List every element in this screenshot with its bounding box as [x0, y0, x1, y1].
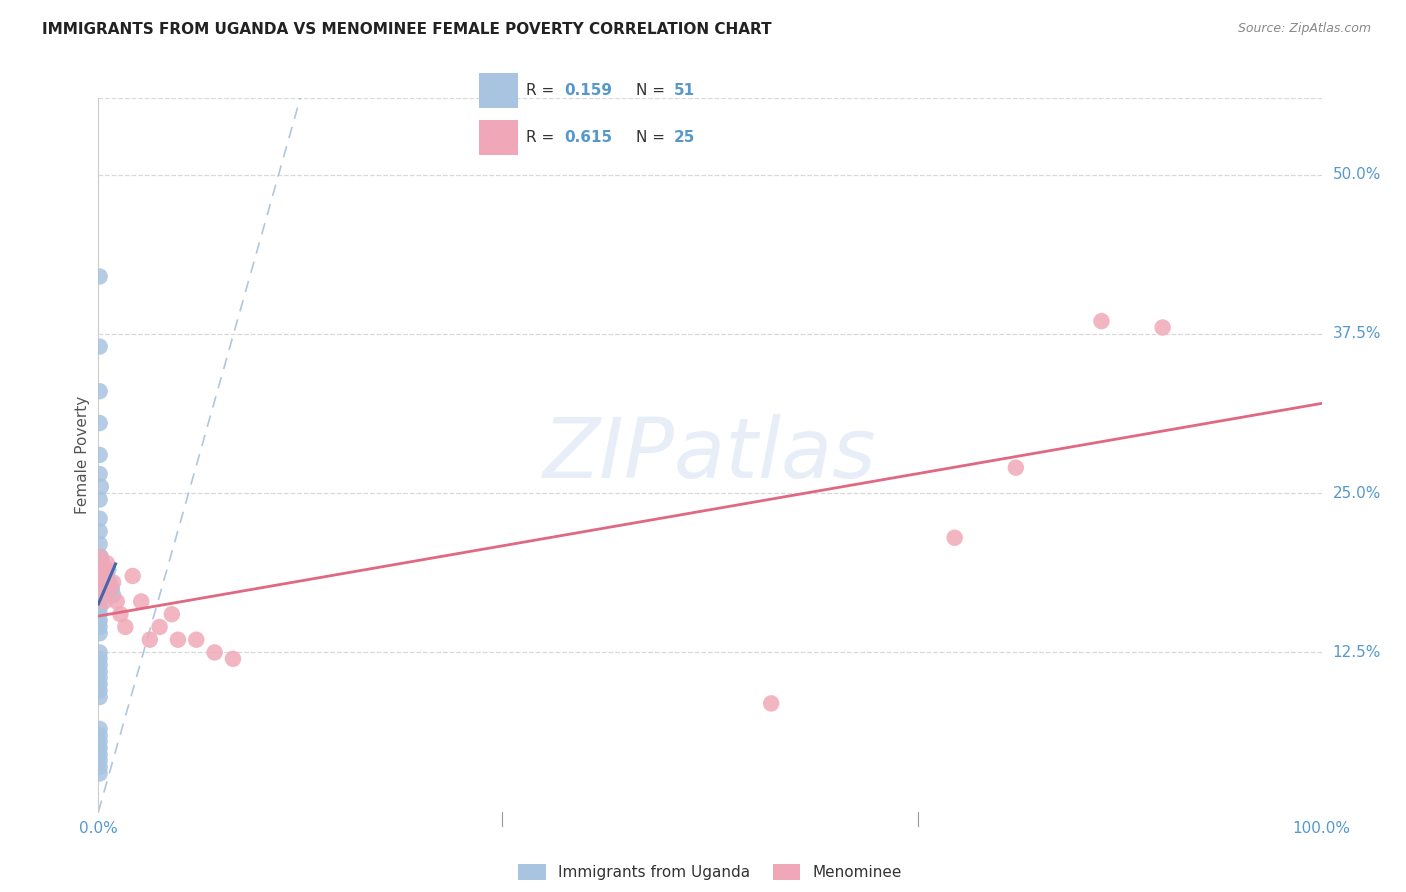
Point — [222, 652, 245, 666]
Point — [121, 569, 143, 583]
Bar — [479, 120, 517, 155]
Point — [89, 766, 111, 780]
Point — [167, 632, 190, 647]
Point — [1004, 460, 1026, 475]
Point — [89, 734, 111, 748]
Point — [101, 582, 124, 596]
Point — [89, 652, 111, 666]
Text: 25: 25 — [673, 130, 696, 145]
Point — [96, 569, 118, 583]
Point — [98, 575, 121, 590]
Text: R =: R = — [526, 83, 560, 97]
Legend: Immigrants from Uganda, Menominee: Immigrants from Uganda, Menominee — [512, 858, 908, 886]
Point — [98, 582, 121, 596]
Point — [89, 563, 111, 577]
Point — [89, 340, 111, 354]
Point — [89, 524, 111, 539]
Point — [89, 658, 111, 673]
Point — [89, 549, 111, 564]
Point — [89, 722, 111, 736]
Point — [89, 607, 111, 622]
Point — [89, 594, 111, 608]
Point — [94, 563, 117, 577]
Point — [101, 575, 124, 590]
Point — [89, 741, 111, 756]
Text: 0.615: 0.615 — [564, 130, 613, 145]
Point — [89, 645, 111, 659]
Point — [89, 492, 111, 507]
Point — [91, 569, 114, 583]
Point — [110, 607, 132, 622]
Point — [101, 588, 124, 602]
Point — [89, 549, 111, 564]
Point — [89, 620, 111, 634]
Point — [90, 569, 112, 583]
Point — [105, 594, 128, 608]
Point — [94, 563, 117, 577]
Text: 12.5%: 12.5% — [1333, 645, 1381, 660]
Point — [89, 690, 111, 704]
Point — [89, 626, 111, 640]
Text: N =: N = — [636, 83, 669, 97]
Point — [139, 632, 162, 647]
Point — [91, 582, 114, 596]
Point — [114, 620, 136, 634]
Point — [89, 384, 111, 399]
Text: 50.0%: 50.0% — [1333, 167, 1381, 182]
Point — [186, 632, 208, 647]
Point — [91, 569, 114, 583]
Point — [204, 645, 226, 659]
Text: Source: ZipAtlas.com: Source: ZipAtlas.com — [1237, 22, 1371, 36]
Point — [89, 582, 111, 596]
Point — [1090, 314, 1112, 328]
Point — [90, 582, 112, 596]
Point — [89, 677, 111, 691]
Point — [149, 620, 172, 634]
Point — [89, 683, 111, 698]
Point — [90, 549, 112, 564]
Point — [129, 594, 152, 608]
Text: 37.5%: 37.5% — [1333, 326, 1381, 342]
Point — [93, 569, 115, 583]
Point — [89, 569, 111, 583]
Bar — [479, 73, 517, 108]
Point — [97, 563, 120, 577]
Point — [90, 480, 112, 494]
Point — [89, 448, 111, 462]
Point — [91, 556, 114, 570]
Text: R =: R = — [526, 130, 560, 145]
Point — [89, 467, 111, 481]
Point — [89, 747, 111, 762]
Point — [89, 416, 111, 430]
Point — [96, 556, 118, 570]
Point — [89, 614, 111, 628]
Text: 0.159: 0.159 — [564, 83, 612, 97]
Text: 51: 51 — [673, 83, 695, 97]
Text: IMMIGRANTS FROM UGANDA VS MENOMINEE FEMALE POVERTY CORRELATION CHART: IMMIGRANTS FROM UGANDA VS MENOMINEE FEMA… — [42, 22, 772, 37]
Point — [89, 754, 111, 768]
Point — [91, 582, 114, 596]
Point — [761, 697, 783, 711]
Point — [89, 760, 111, 774]
Y-axis label: Female Poverty: Female Poverty — [75, 396, 90, 514]
Point — [89, 600, 111, 615]
Point — [160, 607, 183, 622]
Text: ZIPatlas: ZIPatlas — [543, 415, 877, 495]
Point — [943, 531, 966, 545]
Point — [100, 582, 122, 596]
Point — [89, 511, 111, 525]
Text: 25.0%: 25.0% — [1333, 485, 1381, 500]
Point — [1152, 320, 1174, 334]
Point — [89, 537, 111, 551]
Point — [89, 728, 111, 742]
Point — [89, 671, 111, 685]
Text: N =: N = — [636, 130, 669, 145]
Point — [89, 269, 111, 284]
Point — [89, 665, 111, 679]
Point — [93, 594, 115, 608]
